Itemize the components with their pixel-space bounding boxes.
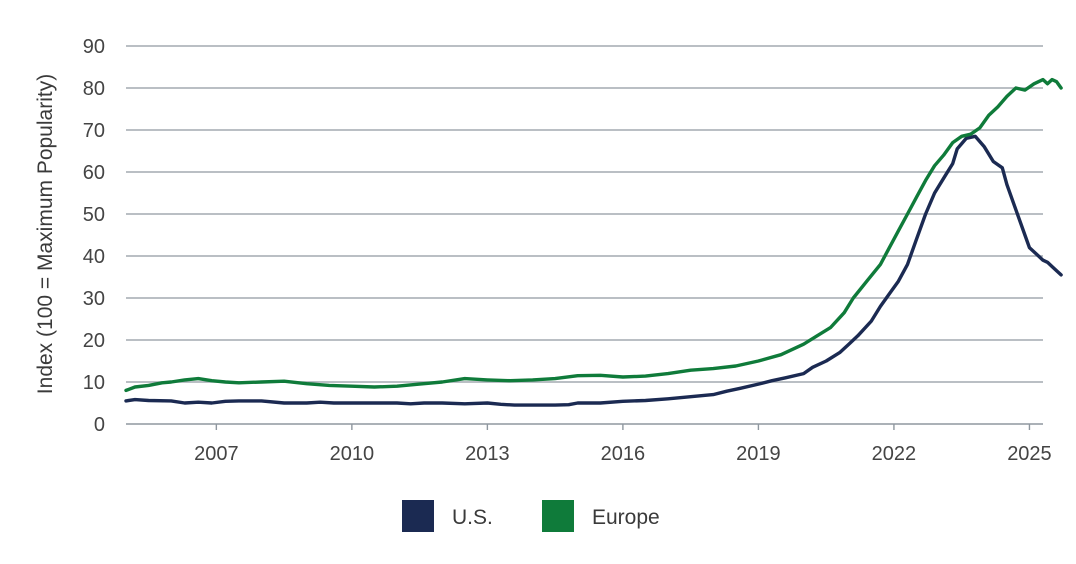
series-line-europe	[124, 77, 1063, 393]
x-tick-label: 2025	[1007, 443, 1052, 465]
legend: U.S. Europe	[402, 500, 660, 532]
y-tick-label: 80	[83, 78, 105, 100]
y-tick-label: 60	[83, 162, 105, 184]
x-tick-label: 2007	[194, 443, 239, 465]
x-tick-label: 2016	[601, 443, 646, 465]
y-tick-label: 20	[83, 330, 105, 352]
x-tick-label: 2010	[330, 443, 375, 465]
legend-label-europe: Europe	[592, 506, 660, 529]
y-tick-labels: 0 10 20 30 40 50 60 70 80 90	[83, 36, 105, 436]
legend-swatch-europe	[542, 500, 574, 532]
x-tick-labels: 2007 2010 2013 2016 2019 2022 2025	[194, 424, 1052, 465]
y-tick-label: 0	[94, 414, 105, 436]
gridlines	[126, 45, 1043, 425]
y-tick-label: 90	[83, 36, 105, 58]
y-tick-label: 70	[83, 120, 105, 142]
legend-swatch-us	[402, 500, 434, 532]
series-lines	[124, 77, 1063, 407]
series-line-us	[124, 134, 1063, 407]
x-tick-label: 2019	[736, 443, 781, 465]
y-tick-label: 40	[83, 246, 105, 268]
x-tick-label: 2013	[465, 443, 510, 465]
y-tick-label: 10	[83, 372, 105, 394]
y-tick-label: 50	[83, 204, 105, 226]
y-axis-title: Index (100 = Maximum Popularity)	[34, 74, 57, 394]
y-tick-label: 30	[83, 288, 105, 310]
x-tick-label: 2022	[872, 443, 917, 465]
legend-label-us: U.S.	[452, 506, 493, 529]
